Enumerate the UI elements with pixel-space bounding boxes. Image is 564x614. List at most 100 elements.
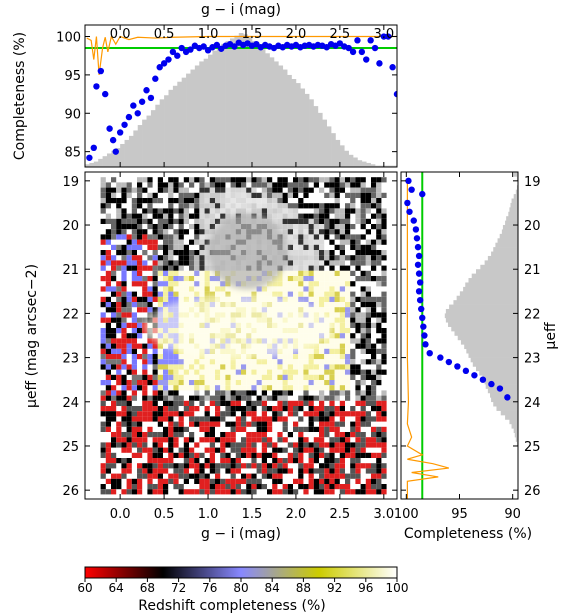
heatmap-cell xyxy=(111,312,117,318)
heatmap-cell xyxy=(189,270,195,276)
heatmap-cell xyxy=(147,343,153,349)
heatmap-cell xyxy=(303,364,309,370)
heatmap-cell xyxy=(334,473,340,479)
heatmap-cell xyxy=(251,374,257,380)
heatmap-cell xyxy=(111,276,117,282)
main-x-ticks: 0.0 0.5 1.0 1.5 2.0 2.5 3.0 xyxy=(110,172,394,522)
heatmap-cell xyxy=(199,213,205,219)
heatmap-cell xyxy=(371,452,377,458)
heatmap-cell xyxy=(339,458,345,464)
heatmap-cell xyxy=(152,229,158,235)
right-point xyxy=(414,261,422,268)
heatmap-cell xyxy=(220,390,226,396)
top-histogram-bar xyxy=(142,119,147,167)
heatmap-cell xyxy=(329,447,335,453)
heatmap-cell xyxy=(324,192,330,198)
heatmap-cell xyxy=(126,296,132,302)
heatmap-cell xyxy=(137,224,143,230)
heatmap-cell xyxy=(334,406,340,412)
heatmap-cell xyxy=(282,359,288,365)
heatmap-cell xyxy=(194,380,200,386)
heatmap-cell xyxy=(126,364,132,370)
heatmap-cell xyxy=(121,473,127,479)
heatmap-cell xyxy=(355,312,361,318)
heatmap-cell xyxy=(365,333,371,339)
main-x-tick-label: 2.5 xyxy=(330,507,351,522)
heatmap-cell xyxy=(116,426,122,432)
heatmap-cell xyxy=(116,395,122,401)
main-y-tick-label: 19 xyxy=(62,175,79,190)
heatmap-cell xyxy=(345,234,351,240)
heatmap-cell xyxy=(371,203,377,209)
heatmap-cell xyxy=(152,198,158,204)
heatmap-cell xyxy=(111,473,117,479)
heatmap-cell xyxy=(121,458,127,464)
heatmap-cell xyxy=(308,302,314,308)
heatmap-cell xyxy=(303,468,309,474)
heatmap-cell xyxy=(334,312,340,318)
heatmap-cell xyxy=(282,395,288,401)
top-point xyxy=(174,52,181,59)
top-histogram-bar xyxy=(392,165,397,167)
heatmap-cell xyxy=(225,177,231,183)
heatmap-cell xyxy=(142,369,148,375)
heatmap-cell xyxy=(355,276,361,282)
heatmap-cell xyxy=(334,260,340,266)
heatmap-cell xyxy=(261,437,267,443)
top-point xyxy=(147,94,155,102)
heatmap-cell xyxy=(178,203,184,209)
heatmap-cell xyxy=(282,385,288,391)
heatmap-cell xyxy=(215,489,221,495)
heatmap-cell xyxy=(339,416,345,422)
heatmap-cell xyxy=(350,463,356,469)
heatmap-cell xyxy=(173,260,179,266)
heatmap-cell xyxy=(126,244,132,250)
heatmap-cell xyxy=(183,411,189,417)
heatmap-cell xyxy=(329,400,335,406)
heatmap-cell xyxy=(168,447,174,453)
colorbar-tick-label: 76 xyxy=(202,581,217,595)
heatmap-cell xyxy=(319,395,325,401)
heatmap-cell xyxy=(329,463,335,469)
heatmap-cell xyxy=(168,291,174,297)
heatmap-cell xyxy=(225,374,231,380)
heatmap-cell xyxy=(220,380,226,386)
colorbar-tick-label: 88 xyxy=(296,581,311,595)
heatmap-cell xyxy=(345,452,351,458)
heatmap-cell xyxy=(100,338,106,344)
top-point xyxy=(138,98,146,105)
heatmap-cell xyxy=(215,447,221,453)
heatmap-cell xyxy=(116,244,122,250)
heatmap-cell xyxy=(324,416,330,422)
heatmap-cell xyxy=(376,478,382,484)
heatmap-cell xyxy=(313,260,319,266)
heatmap-cell xyxy=(329,333,335,339)
heatmap-cell xyxy=(189,250,195,256)
heatmap-cell xyxy=(116,380,122,386)
heatmap-cell xyxy=(339,224,345,230)
heatmap-cell xyxy=(178,385,184,391)
heatmap-cell xyxy=(105,187,111,193)
heatmap-cell xyxy=(126,302,132,308)
top-point xyxy=(130,102,137,109)
heatmap-cell xyxy=(199,208,205,214)
heatmap-cell xyxy=(376,364,382,370)
heatmap-cell xyxy=(116,229,122,235)
heatmap-cell xyxy=(334,291,340,297)
heatmap-cell xyxy=(235,192,241,198)
top-x-ticks: 0.0 0.5 1.0 1.5 2.0 2.5 3.0 xyxy=(110,25,394,167)
heatmap-cell xyxy=(168,364,174,370)
heatmap-cell xyxy=(215,203,221,209)
heatmap-cell xyxy=(116,250,122,256)
heatmap-cell xyxy=(350,354,356,360)
heatmap-cell xyxy=(267,203,273,209)
heatmap-cell xyxy=(339,317,345,323)
heatmap-cell xyxy=(287,442,293,448)
heatmap-cell xyxy=(137,468,143,474)
heatmap-cell xyxy=(360,187,366,193)
heatmap-cell xyxy=(355,364,361,370)
heatmap-cell xyxy=(225,286,231,292)
heatmap-cell xyxy=(324,468,330,474)
heatmap-cell xyxy=(355,385,361,391)
